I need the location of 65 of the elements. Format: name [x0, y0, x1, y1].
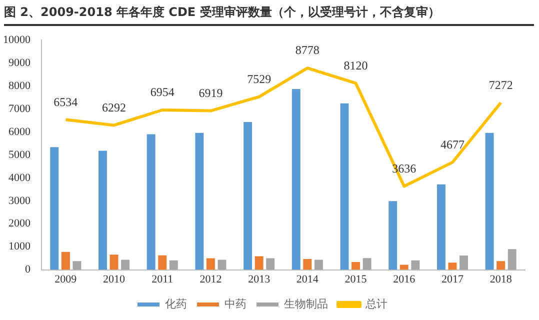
- bar: [508, 249, 516, 270]
- data-label: 6292: [102, 100, 126, 114]
- x-tick-label: 2015: [344, 273, 368, 286]
- y-tick-label: 3000: [8, 194, 31, 207]
- bar: [169, 260, 178, 270]
- bar: [195, 132, 204, 270]
- bar: [146, 134, 156, 270]
- bar: [110, 254, 118, 270]
- legend-label: 生物制品: [284, 298, 328, 311]
- bar: [362, 258, 372, 270]
- legend-label: 化药: [165, 298, 187, 311]
- bar: [303, 259, 312, 270]
- y-tick-label: 5000: [8, 148, 31, 161]
- data-label: 4677: [440, 137, 464, 152]
- chart-title: 图 2、2009-2018 年各年度 CDE 受理审评数量（个，以受理号计，不含复审）: [4, 4, 534, 26]
- data-label: 8120: [344, 58, 368, 72]
- bar: [254, 256, 264, 270]
- bar: [448, 262, 457, 270]
- y-tick-label: 4000: [8, 172, 31, 184]
- data-label: 7529: [247, 72, 272, 86]
- x-tick-label: 2012: [200, 273, 222, 286]
- bar: [292, 88, 300, 270]
- data-label: 6919: [198, 86, 223, 100]
- bar: [436, 184, 446, 270]
- x-tick-label: 2017: [441, 273, 464, 286]
- y-tick-label: 1000: [8, 240, 31, 253]
- y-tick-label: 2000: [8, 218, 31, 230]
- bar: [460, 256, 468, 270]
- bar: [98, 150, 107, 270]
- data-label: 7272: [488, 78, 513, 92]
- bar: [206, 258, 215, 270]
- x-tick-label: 2013: [248, 273, 271, 286]
- y-tick-label: 9000: [8, 56, 31, 69]
- y-tick-label: 7000: [8, 102, 31, 115]
- legend-label: 中药: [224, 298, 246, 311]
- x-tick-label: 2016: [393, 273, 416, 286]
- bar: [72, 261, 82, 270]
- bar: [218, 260, 226, 270]
- x-tick-label: 2011: [152, 273, 174, 286]
- bar: [388, 201, 398, 270]
- bar: [266, 258, 275, 270]
- y-tick-label: 0: [25, 264, 31, 276]
- bar: [121, 260, 130, 270]
- data-label: 6954: [150, 85, 174, 100]
- bar: [158, 255, 167, 270]
- bar: [50, 147, 59, 270]
- bar: [314, 260, 323, 270]
- bar: [496, 261, 506, 270]
- x-tick-label: 2014: [296, 273, 319, 286]
- y-tick-label: 8000: [8, 80, 31, 92]
- bar: [340, 103, 349, 270]
- bar: [244, 122, 252, 270]
- legend-label: 总计: [364, 298, 388, 311]
- bar: [400, 264, 408, 270]
- y-tick-label: 10000: [3, 34, 31, 46]
- data-label: 6534: [54, 94, 78, 109]
- x-tick-label: 2018: [490, 273, 512, 286]
- y-tick-label: 6000: [8, 126, 31, 138]
- data-label: 8778: [295, 43, 320, 58]
- x-tick-label: 2009: [54, 273, 78, 286]
- x-tick-label: 2010: [103, 273, 126, 286]
- bar: [485, 132, 494, 270]
- bar: [411, 260, 420, 270]
- bar: [61, 252, 70, 270]
- bar: [352, 262, 360, 270]
